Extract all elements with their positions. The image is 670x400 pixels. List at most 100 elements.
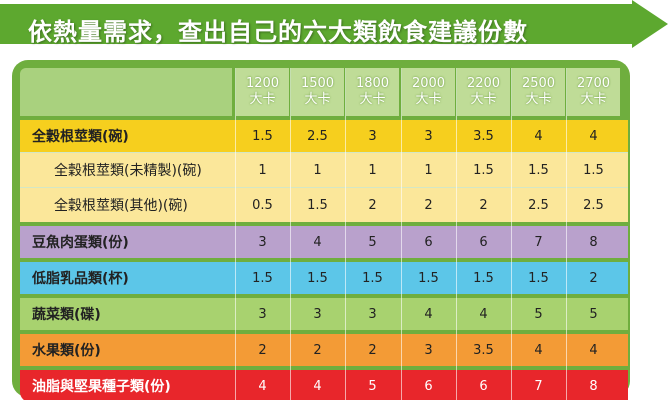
row-vegetables: 蔬菜類(碟) 3 3 3 4 4 5 5: [20, 298, 628, 330]
table-cell: 1.5: [307, 270, 328, 286]
column-divider: [401, 68, 402, 400]
table-cell: 1.5: [583, 162, 604, 178]
table-cell: 5: [368, 378, 377, 394]
column-divider: [235, 68, 236, 400]
table-cell: 3: [424, 128, 433, 144]
table-cell: 1.5: [252, 128, 273, 144]
header-kcal-unit: 大卡: [304, 92, 331, 107]
header-kcal-value: 2200: [466, 76, 501, 91]
table-cell: 1.5: [362, 270, 383, 286]
table-cell: 2: [258, 342, 267, 358]
table-cell: 3: [368, 128, 377, 144]
table-cell: 2.5: [307, 128, 328, 144]
column-divider: [290, 68, 291, 400]
table-cell: 2: [368, 197, 377, 213]
table-cell: 5: [534, 306, 543, 322]
table-cell: 4: [589, 342, 598, 358]
table-cell: 4: [534, 342, 543, 358]
table-cell: 6: [424, 378, 433, 394]
row-label: 全穀根莖類(未精製)(碗): [54, 163, 202, 179]
header-kcal-unit: 大卡: [470, 92, 497, 107]
table-cell: 5: [368, 234, 377, 250]
table-cell: 6: [479, 378, 488, 394]
table-cell: 3: [424, 342, 433, 358]
row-label: 水果類(份): [32, 343, 101, 359]
table-cell: 1.5: [528, 270, 549, 286]
table-cell: 2: [313, 342, 322, 358]
table-cell: 3: [368, 306, 377, 322]
row-grains-unrefined: 全穀根莖類(未精製)(碗) 1 1 1 1 1.5 1.5 1.5: [20, 153, 628, 187]
table-cell: 3: [313, 306, 322, 322]
table-cell: 3.5: [473, 128, 494, 144]
header-cell-kcal: 2500 大卡: [512, 68, 565, 116]
column-divider: [345, 68, 346, 400]
table-cell: 4: [313, 378, 322, 394]
table-cell: 6: [479, 234, 488, 250]
title-banner: 依熱量需求，查出自己的六大類飲食建議份數: [0, 0, 670, 52]
table-cell: 1.5: [252, 270, 273, 286]
table-cell: 1: [368, 162, 377, 178]
header-kcal-value: 1200: [245, 76, 280, 91]
header-kcal-unit: 大卡: [580, 92, 607, 107]
table-cell: 4: [534, 128, 543, 144]
table-cell: 1: [313, 162, 322, 178]
table-cell: 1.5: [307, 197, 328, 213]
header-kcal-value: 2700: [576, 76, 611, 91]
header-kcal-unit: 大卡: [415, 92, 442, 107]
header-cell-kcal: 1200 大卡: [236, 68, 289, 116]
row-oils: 油脂與堅果種子類(份) 4 4 5 6 6 7 8: [20, 370, 628, 400]
table-cell: 2: [589, 270, 598, 286]
row-dairy: 低脂乳品類(杯) 1.5 1.5 1.5 1.5 1.5 1.5 2: [20, 262, 628, 294]
table-cell: 2: [479, 197, 488, 213]
header-cell-kcal: 2200 大卡: [457, 68, 510, 116]
column-divider: [511, 68, 512, 400]
table-cell: 4: [589, 128, 598, 144]
table-cell: 8: [589, 378, 598, 394]
table-cell: 1.5: [418, 270, 439, 286]
table-cell: 4: [313, 234, 322, 250]
table-cell: 2.5: [528, 197, 549, 213]
table-cell: 3: [258, 234, 267, 250]
table-cell: 1.5: [473, 162, 494, 178]
row-fruit: 水果類(份) 2 2 2 3 3.5 4 4: [20, 334, 628, 366]
row-label: 低脂乳品類(杯): [32, 271, 129, 287]
table-cell: 1.5: [528, 162, 549, 178]
table-cell: 4: [424, 306, 433, 322]
row-grains: 全穀根莖類(碗) 1.5 2.5 3 3 3.5 4 4: [20, 120, 628, 152]
table-cell: 2: [368, 342, 377, 358]
table-cell: 7: [534, 378, 543, 394]
table-header-row: 1200 大卡 1500 大卡 1800 大卡 2000 大卡 2200 大卡 2500 大卡 2700…: [20, 68, 628, 120]
header-cell-kcal: 1500 大卡: [291, 68, 344, 116]
table-cell: 4: [258, 378, 267, 394]
header-kcal-value: 2000: [411, 76, 446, 91]
column-divider: [456, 68, 457, 400]
table-cell: 8: [589, 234, 598, 250]
table-cell: 6: [424, 234, 433, 250]
row-label: 油脂與堅果種子類(份): [32, 379, 171, 395]
table-cell: 7: [534, 234, 543, 250]
row-label: 全穀根莖類(碗): [32, 129, 129, 145]
page-title: 依熱量需求，查出自己的六大類飲食建議份數: [28, 18, 528, 46]
header-cell-kcal: 2000 大卡: [402, 68, 455, 116]
row-protein: 豆魚肉蛋類(份) 3 4 5 6 6 7 8: [20, 226, 628, 258]
header-cell-kcal: 2700 大卡: [567, 68, 620, 116]
header-kcal-value: 2500: [521, 76, 556, 91]
header-kcal-unit: 大卡: [359, 92, 386, 107]
column-divider: [566, 68, 567, 400]
table-cell: 3: [258, 306, 267, 322]
table-cell: 2: [424, 197, 433, 213]
header-kcal-unit: 大卡: [249, 92, 276, 107]
header-corner: [20, 68, 232, 116]
table-cell: 1.5: [473, 270, 494, 286]
header-kcal-value: 1500: [300, 76, 335, 91]
table-cell: 5: [589, 306, 598, 322]
row-separator: [20, 187, 628, 188]
arrow-banner-shape: [0, 0, 668, 48]
row-label: 蔬菜類(碟): [32, 307, 101, 323]
table-cell: 2.5: [583, 197, 604, 213]
row-label: 全穀根莖類(其他)(碗): [54, 198, 188, 214]
header-kcal-value: 1800: [355, 76, 390, 91]
header-kcal-unit: 大卡: [525, 92, 552, 107]
table-cell: 3.5: [473, 342, 494, 358]
header-cell-kcal: 1800 大卡: [346, 68, 399, 116]
